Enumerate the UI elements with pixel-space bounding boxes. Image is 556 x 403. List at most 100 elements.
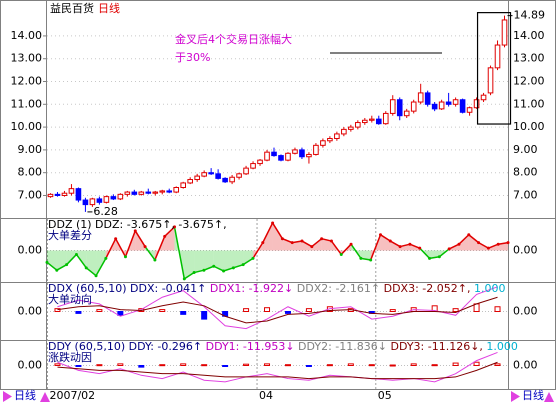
- ddz-point: [506, 241, 510, 245]
- candle-body: [292, 149, 298, 154]
- y-tick-label: 9.00: [18, 143, 43, 156]
- ddz-area: [429, 250, 440, 259]
- ddz-area: [390, 241, 401, 251]
- candle-body: [208, 172, 214, 175]
- candle-body: [438, 101, 445, 110]
- ddz-point: [231, 266, 235, 270]
- ddz-point: [280, 237, 284, 241]
- candle-body: [320, 140, 326, 146]
- ddz-point: [408, 242, 412, 246]
- candle-body: [180, 182, 187, 189]
- y-tick-label: 13.00: [11, 52, 43, 65]
- indicator-name: 涨跌动因: [48, 350, 92, 364]
- candle-body: [431, 103, 438, 110]
- y-tick-label: 0.00: [513, 359, 538, 372]
- ddz-segment: [498, 241, 509, 245]
- ddz-point: [378, 233, 382, 237]
- ddz-segment: [321, 237, 332, 242]
- ddz-point: [45, 260, 49, 264]
- candle-body: [501, 19, 508, 46]
- ddz-point: [173, 225, 177, 229]
- ddz-area: [458, 234, 469, 251]
- candle-body: [110, 196, 117, 200]
- indicator-bar: [410, 363, 417, 367]
- candle-body: [250, 163, 256, 169]
- candle-body: [68, 188, 75, 194]
- period-button[interactable]: 日线: [14, 388, 36, 402]
- ddz-segment: [242, 257, 254, 266]
- candle-body: [473, 99, 480, 109]
- candle-body: [103, 196, 110, 203]
- ddz-point: [123, 255, 127, 259]
- ddz-area: [272, 222, 283, 251]
- header-part: DDX3: -2.052↑,: [380, 282, 470, 295]
- ddz-segment: [134, 230, 146, 247]
- ddz-area: [468, 234, 479, 251]
- indicator-line: [57, 351, 498, 383]
- header-part: DDY (60,5,10) DDY: -0.296↑: [48, 340, 202, 353]
- ddz-area: [311, 238, 322, 251]
- ddz-point: [359, 256, 363, 260]
- y-tick-label: 9.00: [513, 143, 538, 156]
- candle-body: [459, 99, 466, 113]
- period-arrow: [511, 391, 520, 402]
- candle-body: [96, 198, 103, 203]
- y-tick-label: 0.00: [513, 244, 538, 257]
- scroll-button[interactable]: [544, 392, 554, 402]
- indicator-bar: [243, 308, 250, 312]
- ddz-segment: [478, 241, 489, 249]
- highlight-box: [476, 12, 512, 125]
- indicator-bar: [494, 363, 501, 367]
- candle-body: [424, 92, 431, 105]
- ddz-point: [339, 252, 343, 256]
- candle-body: [54, 193, 61, 196]
- y-tick-label: 13.00: [513, 52, 545, 65]
- candle-body: [403, 110, 410, 117]
- ddz-segment: [66, 253, 77, 266]
- ddz-point: [271, 221, 275, 225]
- indicator-bar: [431, 364, 438, 367]
- ddz-area: [194, 250, 204, 273]
- candle-body: [487, 67, 494, 94]
- indicator-header: DDZ (1) DDZ: -3.675↑, -3.675↑,: [48, 218, 227, 231]
- indicator-line: [57, 296, 498, 324]
- indicator-bar: [138, 365, 145, 368]
- ddz-segment: [213, 265, 224, 272]
- indicator-name: 大单动向: [48, 292, 92, 306]
- indicator-bar: [284, 311, 291, 314]
- ddz-segment: [46, 261, 58, 271]
- indicator-bar: [159, 309, 166, 313]
- ddz-point: [349, 242, 353, 246]
- ddz-point: [320, 237, 324, 241]
- y-tick-label: 10.00: [513, 120, 545, 133]
- ddz-point: [261, 241, 265, 245]
- scroll-button[interactable]: [40, 392, 50, 402]
- ddz-segment: [56, 264, 67, 271]
- indicator-header: DDX (60,5,10) DDX: -0.041↑ DDX1: -1.922↓…: [48, 282, 505, 295]
- indicator-bar: [54, 308, 61, 312]
- candle-body: [355, 122, 361, 128]
- ddz-point: [74, 252, 78, 256]
- indicator-bar: [264, 363, 271, 367]
- ddz-segment: [144, 246, 156, 261]
- ddz-area: [184, 250, 195, 279]
- candle-body: [306, 153, 312, 158]
- candle-body: [410, 101, 417, 112]
- ddz-segment: [292, 240, 303, 244]
- ddz-segment: [488, 243, 499, 249]
- ddz-point: [418, 246, 422, 250]
- ddz-segment: [468, 234, 480, 244]
- indicator-bar: [117, 311, 124, 316]
- ddz-point: [388, 239, 392, 243]
- candle-body: [173, 187, 180, 193]
- candle-body: [417, 92, 424, 103]
- indicator-bar: [452, 308, 459, 312]
- ddz-point: [65, 263, 69, 267]
- period-button[interactable]: 日线: [522, 388, 544, 402]
- ddz-point: [241, 263, 245, 267]
- candle-body: [124, 191, 131, 195]
- header-part: DDX1: -1.922↓: [206, 282, 293, 295]
- ddz-segment: [252, 242, 264, 259]
- ddz-point: [153, 258, 157, 262]
- ddz-segment: [360, 257, 371, 261]
